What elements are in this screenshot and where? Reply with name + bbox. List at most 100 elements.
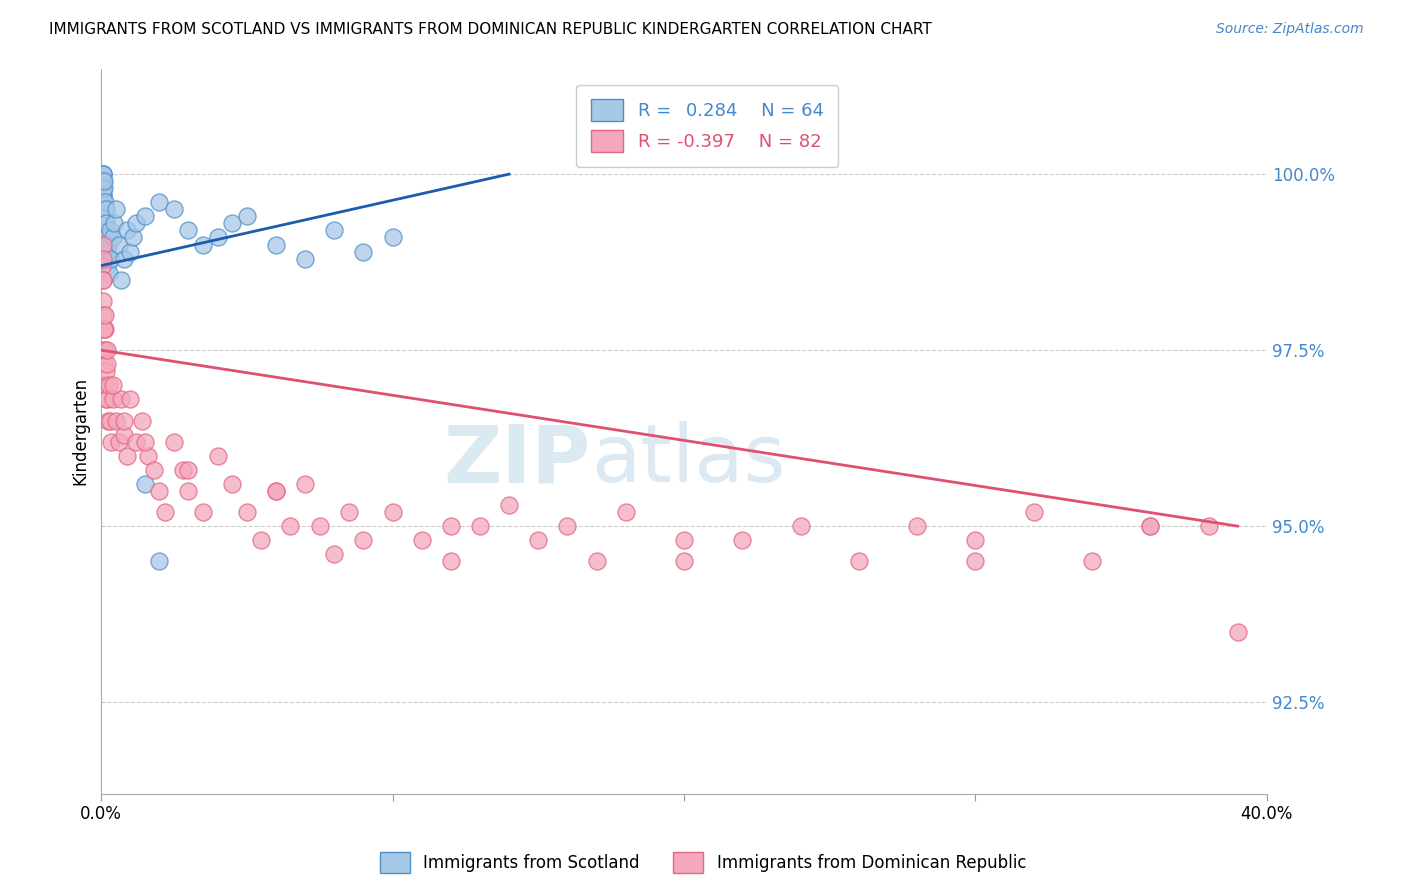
Point xyxy=(965,554,987,568)
Point xyxy=(93,216,115,230)
Point xyxy=(91,181,114,195)
Point xyxy=(148,483,170,498)
Point xyxy=(136,449,159,463)
Point xyxy=(91,188,114,202)
Point xyxy=(93,210,115,224)
Point xyxy=(91,188,114,202)
Point xyxy=(96,392,118,407)
Point xyxy=(142,463,165,477)
Point xyxy=(91,181,114,195)
Point xyxy=(96,357,118,371)
Point xyxy=(90,174,112,188)
Point xyxy=(93,252,115,266)
Point xyxy=(94,202,117,217)
Point xyxy=(98,223,121,237)
Point xyxy=(97,413,120,427)
Point xyxy=(93,223,115,237)
Point xyxy=(1139,519,1161,533)
Point xyxy=(94,216,117,230)
Point xyxy=(104,413,127,427)
Point xyxy=(93,322,115,336)
Point xyxy=(527,533,550,548)
Text: atlas: atlas xyxy=(591,421,785,500)
Point xyxy=(91,308,114,322)
Y-axis label: Kindergarten: Kindergarten xyxy=(72,377,89,485)
Point xyxy=(112,252,135,266)
Point xyxy=(93,237,115,252)
Point xyxy=(280,519,302,533)
Text: IMMIGRANTS FROM SCOTLAND VS IMMIGRANTS FROM DOMINICAN REPUBLIC KINDERGARTEN CORR: IMMIGRANTS FROM SCOTLAND VS IMMIGRANTS F… xyxy=(49,22,932,37)
Point xyxy=(107,237,129,252)
Text: Source: ZipAtlas.com: Source: ZipAtlas.com xyxy=(1216,22,1364,37)
Point xyxy=(91,293,114,308)
Point xyxy=(117,449,139,463)
Point xyxy=(672,533,695,548)
Point xyxy=(93,216,115,230)
Point xyxy=(117,223,139,237)
Point xyxy=(1022,505,1045,519)
Point xyxy=(93,308,115,322)
Point xyxy=(207,230,229,244)
Point xyxy=(90,167,112,181)
Point xyxy=(731,533,754,548)
Point xyxy=(93,188,115,202)
Point xyxy=(125,434,148,449)
Point xyxy=(104,202,127,217)
Point xyxy=(91,259,114,273)
Point xyxy=(352,533,374,548)
Point xyxy=(103,216,125,230)
Point xyxy=(153,505,176,519)
Point xyxy=(98,266,121,280)
Point xyxy=(191,505,214,519)
Point xyxy=(440,554,463,568)
Point xyxy=(294,476,316,491)
Point xyxy=(94,343,117,358)
Point xyxy=(94,195,117,210)
Point xyxy=(236,210,259,224)
Point xyxy=(177,463,200,477)
Point xyxy=(221,476,243,491)
Point xyxy=(337,505,360,519)
Point xyxy=(172,463,194,477)
Legend: R =  0.284   N = 64, R = -0.397   N = 82: R = 0.284 N = 64, R = -0.397 N = 82 xyxy=(576,85,838,167)
Point xyxy=(91,273,114,287)
Point xyxy=(148,554,170,568)
Point xyxy=(1139,519,1161,533)
Point xyxy=(100,252,122,266)
Point xyxy=(96,392,118,407)
Point xyxy=(93,357,115,371)
Point xyxy=(98,413,121,427)
Point xyxy=(93,322,115,336)
Point xyxy=(672,554,695,568)
Point xyxy=(96,230,118,244)
Point xyxy=(120,244,142,259)
Point xyxy=(91,273,114,287)
Point xyxy=(381,505,404,519)
Point xyxy=(91,195,114,210)
Point xyxy=(94,210,117,224)
Point xyxy=(101,230,124,244)
Point xyxy=(96,343,118,358)
Point xyxy=(381,230,404,244)
Point xyxy=(93,167,115,181)
Point xyxy=(191,237,214,252)
Point xyxy=(236,505,259,519)
Point xyxy=(91,237,114,252)
Point xyxy=(94,252,117,266)
Point xyxy=(134,476,156,491)
Point xyxy=(100,434,122,449)
Point xyxy=(557,519,579,533)
Point xyxy=(440,519,463,533)
Point xyxy=(308,519,330,533)
Point xyxy=(498,498,520,512)
Point xyxy=(107,434,129,449)
Point xyxy=(101,392,124,407)
Point xyxy=(250,533,273,548)
Point xyxy=(163,434,186,449)
Point xyxy=(112,427,135,442)
Point xyxy=(352,244,374,259)
Point xyxy=(120,392,142,407)
Point xyxy=(110,392,132,407)
Point xyxy=(264,483,287,498)
Point xyxy=(90,181,112,195)
